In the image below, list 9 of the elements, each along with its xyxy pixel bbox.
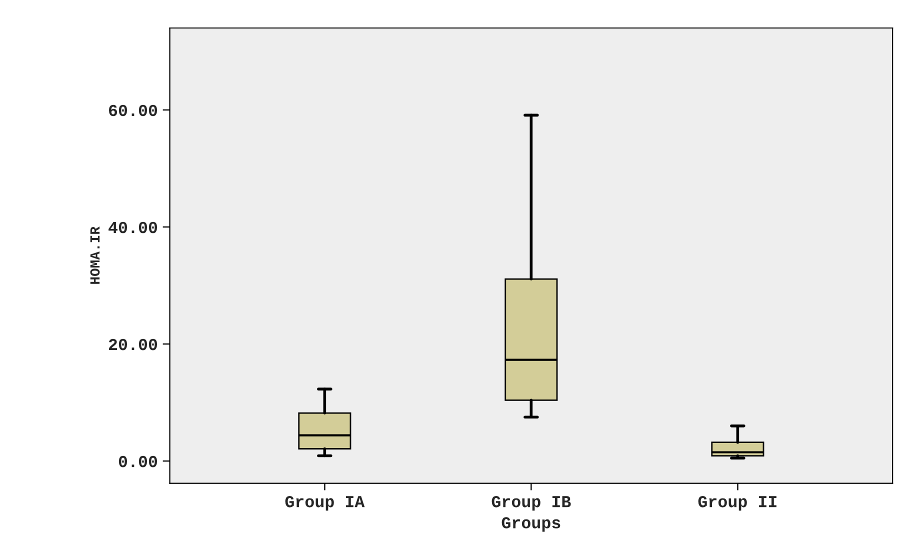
y-tick-label: 40.00 <box>108 222 158 234</box>
x-axis-title: Groups <box>502 517 560 532</box>
x-tick-label: Group IB <box>492 496 571 511</box>
y-tick-label: 20.00 <box>108 338 158 350</box>
x-tick-label: Group IA <box>285 496 365 511</box>
y-axis-title: HOMA.IR <box>90 226 100 284</box>
y-tick-label: 60.00 <box>108 104 158 116</box>
x-tick-label: Group II <box>698 496 776 511</box>
y-tick-label: 0.00 <box>118 456 158 468</box>
